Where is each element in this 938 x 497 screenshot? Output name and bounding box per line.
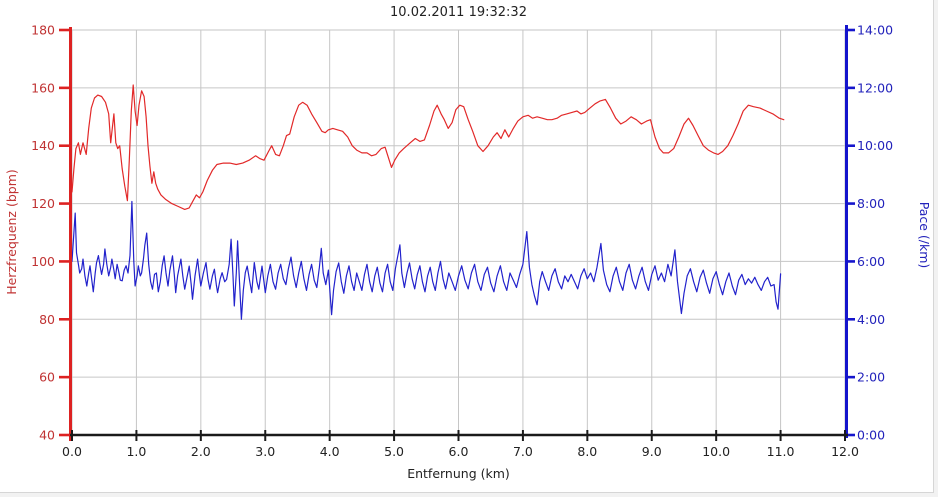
x-axis-tick-label: 5.0 [384,444,404,459]
x-axis-tick-label: 1.0 [126,444,146,459]
x-axis-title: Entfernung (km) [407,466,510,481]
x-axis-tick-label: 2.0 [191,444,211,459]
right-axis-tick-label: 2:00 [857,370,885,385]
left-axis-tick-label: 120 [31,196,55,211]
right-axis-tick-label: 0:00 [857,428,885,443]
right-axis-tick-label: 8:00 [857,196,885,211]
x-axis-tick-label: 0.0 [62,444,82,459]
right-axis-tick-label: 6:00 [857,254,885,269]
left-axis-tick-label: 140 [31,138,55,153]
left-axis-tick-label: 80 [39,312,55,327]
right-axis-tick-label: 14:00 [857,23,893,38]
x-axis-tick-label: 3.0 [255,444,275,459]
x-axis-tick-label: 7.0 [513,444,533,459]
right-axis-tick-label: 12:00 [857,80,893,95]
x-axis-tick-label: 11.0 [767,444,795,459]
x-axis-tick-label: 6.0 [449,444,469,459]
x-axis-tick-label: 10.0 [702,444,730,459]
left-axis-tick-label: 160 [31,80,55,95]
left-axis-tick-label: 40 [39,428,55,443]
x-axis-tick-label: 12.0 [831,444,859,459]
x-axis-tick-label: 4.0 [320,444,340,459]
series-line-pace [71,200,782,320]
chart-title: 10.02.2011 19:32:32 [390,5,527,20]
x-axis-tick-label: 9.0 [642,444,662,459]
right-axis-tick-label: 4:00 [857,312,885,327]
left-axis-tick-label: 60 [39,370,55,385]
left-axis-tick-label: 100 [31,254,55,269]
x-axis-tick-label: 8.0 [577,444,597,459]
left-axis-tick-label: 180 [31,23,55,38]
right-axis-tick-label: 10:00 [857,138,893,153]
series-line-herzfrequenz [71,84,785,210]
